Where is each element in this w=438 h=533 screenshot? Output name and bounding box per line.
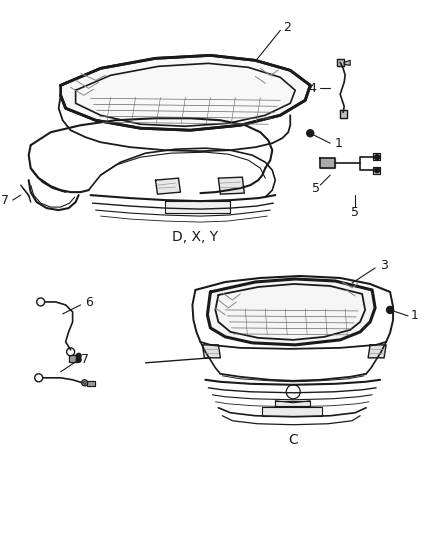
Polygon shape	[69, 355, 77, 362]
Polygon shape	[60, 55, 310, 130]
Polygon shape	[166, 201, 230, 213]
Polygon shape	[207, 279, 375, 345]
Polygon shape	[202, 345, 220, 358]
Polygon shape	[373, 167, 380, 174]
Polygon shape	[87, 381, 95, 386]
Text: 5: 5	[312, 182, 320, 195]
Text: 5: 5	[351, 206, 359, 219]
Polygon shape	[373, 153, 380, 160]
Text: 2: 2	[283, 21, 291, 34]
Polygon shape	[337, 59, 344, 66]
Polygon shape	[344, 60, 350, 66]
Polygon shape	[262, 407, 322, 416]
Circle shape	[76, 357, 81, 362]
Circle shape	[387, 306, 394, 313]
Circle shape	[83, 381, 86, 384]
Text: 6: 6	[85, 296, 93, 310]
Text: D, X, Y: D, X, Y	[172, 230, 219, 244]
Circle shape	[374, 155, 380, 160]
Polygon shape	[275, 401, 310, 406]
Polygon shape	[368, 345, 386, 358]
Text: 4: 4	[308, 82, 316, 95]
Polygon shape	[155, 178, 180, 194]
Text: 3: 3	[380, 259, 388, 271]
Circle shape	[76, 353, 81, 358]
Text: 1: 1	[334, 136, 342, 150]
Polygon shape	[320, 158, 335, 168]
Text: 7: 7	[1, 193, 9, 207]
Text: 7: 7	[81, 353, 88, 366]
Text: C: C	[288, 433, 298, 447]
Polygon shape	[340, 110, 347, 118]
Polygon shape	[219, 177, 244, 194]
Text: 1: 1	[411, 310, 419, 322]
Circle shape	[374, 168, 380, 173]
Circle shape	[307, 130, 314, 137]
